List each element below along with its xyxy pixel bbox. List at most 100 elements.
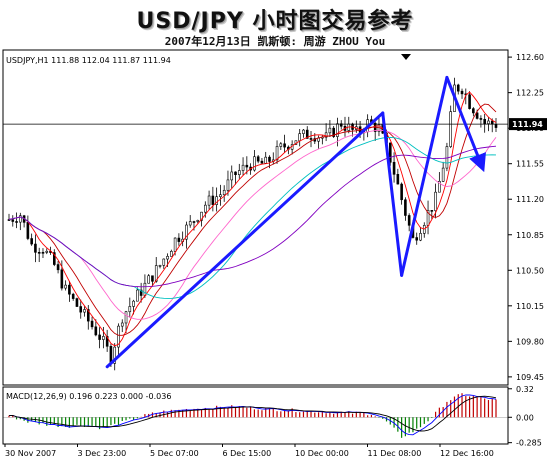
candle-body [200,211,203,221]
candle-body [264,156,268,164]
macd-panel [3,393,508,438]
candle-body [328,127,332,134]
candle-body [234,171,237,175]
axes: 112.60112.25111.90111.55111.20110.85110.… [2,49,547,458]
price-axis-label: 112.25 [516,89,544,98]
candle-body [468,94,471,109]
price-axis-label: 109.80 [516,337,544,346]
candle-body [283,143,286,148]
candle-body [222,189,226,196]
candle-body [34,243,37,253]
candle-body [124,311,128,324]
moving-average-line [8,103,497,336]
current-price-box [509,118,547,131]
price-axis-label: 110.50 [516,266,544,275]
candle-body [68,284,71,295]
candle-body [256,156,260,162]
candle-body [79,306,83,313]
candle-body [241,164,245,171]
chart-subtitle: 2007年12月13日 凯斯顿: 周游 ZHOU You [164,35,386,48]
price-axis-label: 111.55 [516,160,544,169]
candle-body [177,237,181,242]
shift-marker-icon [401,54,411,60]
candle-body [415,237,419,241]
candle-body [253,156,256,171]
candle-body [154,265,158,282]
candle-body [120,322,124,327]
macd-info-label: MACD(12,26,9) 0.196 0.223 0.000 -0.036 [6,392,171,401]
candle-body [41,252,45,254]
price-info-label: USDJPY,H1 111.88 112.04 111.87 111.94 [6,56,171,65]
candle-body [279,143,283,147]
candle-body [207,195,211,206]
macd-panel-frame [2,386,509,445]
candle-body [309,138,313,140]
candle-body [449,111,452,147]
macd-axis-label: 0.32 [516,385,534,394]
candle-body [332,127,335,137]
trendline-segment [381,111,404,277]
candle-body [237,170,241,175]
candle-body [396,174,400,185]
candle-body [268,156,271,162]
moving-average-line [8,91,497,347]
candle-body [188,221,192,226]
candle-body [302,129,305,134]
candle-body [56,264,60,271]
candle-body [90,320,94,328]
candle-body [53,252,56,265]
candle-body [136,289,139,302]
candle-body [419,233,422,241]
chart-title: USD/JPY 小时图交易参考 [136,9,414,34]
candle-body [479,118,483,120]
candle-body [185,224,188,240]
candle-body [83,309,86,313]
candle-body [226,179,230,191]
candle-body [487,120,490,124]
time-axis-label: 10 Dec 00:00 [295,449,349,458]
candle-body [132,300,135,307]
current-price-label: 111.94 [512,120,543,129]
moving-average-line [8,145,497,288]
candle-body [71,293,75,299]
candle-body [460,90,464,95]
candle-body [305,129,309,139]
candle-body [15,221,18,223]
candle-body [260,160,264,164]
candle-body [456,84,460,92]
candle-body [139,289,143,296]
price-axis-label: 110.15 [516,302,544,311]
candle-body [98,334,101,340]
candle-body [324,132,328,138]
trendline-segment [105,111,385,369]
candle-body [158,264,162,267]
candle-body [26,222,30,239]
candle-body [215,196,218,205]
candle-body [475,112,479,119]
candle-body [441,167,445,182]
candle-body [11,219,15,222]
price-panel [3,75,508,371]
trendline-arrow [445,75,486,173]
candle-body [404,199,407,216]
candle-body [388,142,392,163]
candle-body [45,250,49,253]
macd-axis-label: 0.00 [516,413,534,422]
price-axis-label: 110.85 [516,231,544,240]
candle-body [102,336,105,340]
candle-body [230,171,234,181]
candle-body [170,251,173,257]
candle-body [434,191,437,212]
price-panel-frame [2,49,509,386]
candle-body [143,282,147,296]
candle-body [438,181,441,193]
price-axis-label: 111.20 [516,195,544,204]
candle-body [219,194,222,198]
candle-body [75,298,79,307]
candle-body [472,108,475,114]
candle-body [196,220,200,222]
candle-body [407,215,411,226]
candle-body [166,256,169,260]
candle-body [128,306,132,313]
